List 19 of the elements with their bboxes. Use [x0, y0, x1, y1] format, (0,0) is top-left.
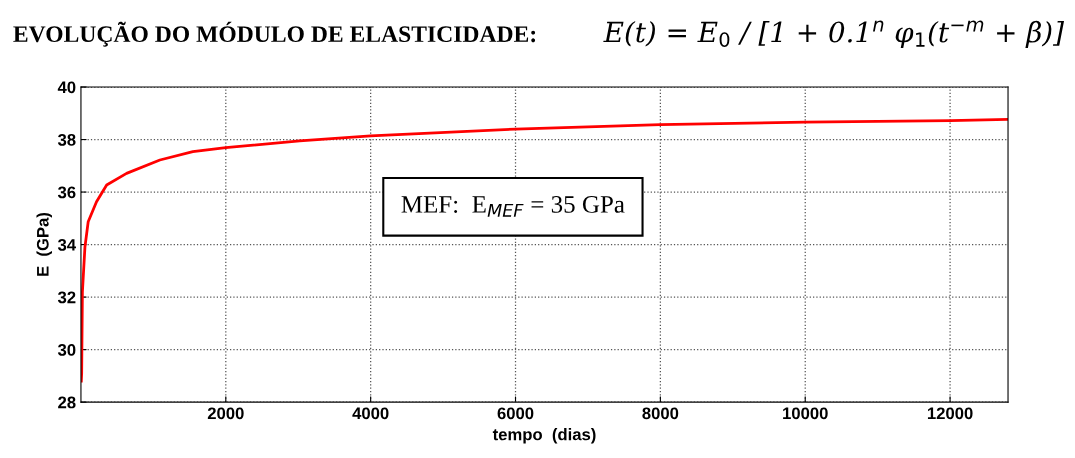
x-tick-label: 4000	[352, 407, 389, 420]
annotation: MEF: E$_{MEF}$ = 35 GPa	[401, 196, 625, 217]
y-tick-label: 40	[57, 81, 76, 94]
x-tick-label: 2000	[207, 407, 244, 420]
y-tick-label: 38	[57, 133, 76, 146]
y-tick-label: 28	[58, 396, 76, 409]
x-axis-title: tempo (dias)	[492, 428, 596, 444]
y-tick-label: 36	[57, 186, 76, 199]
y-tick-label: 32	[57, 291, 76, 304]
text: E(t) = E$_{0}$ / [1 + 0.1$^{n}$ φ$_{1}$(t$^{−m}$ + β)]	[603, 20, 1065, 48]
x-tick-label: 12000	[927, 407, 973, 420]
x-tick-label: 6000	[497, 407, 534, 420]
y-tick-label: 30	[57, 344, 76, 356]
x-tick-label: 8000	[642, 407, 679, 420]
y-axis-title: E (GPa)	[36, 212, 52, 276]
x-tick-label: 10000	[783, 407, 828, 420]
line-series	[80, 117, 1009, 383]
y-tick-label: 34	[57, 238, 76, 251]
chart-title: EVOLUÇÃO DO MÓDULO DE ELASTICIDADE:	[13, 21, 536, 47]
